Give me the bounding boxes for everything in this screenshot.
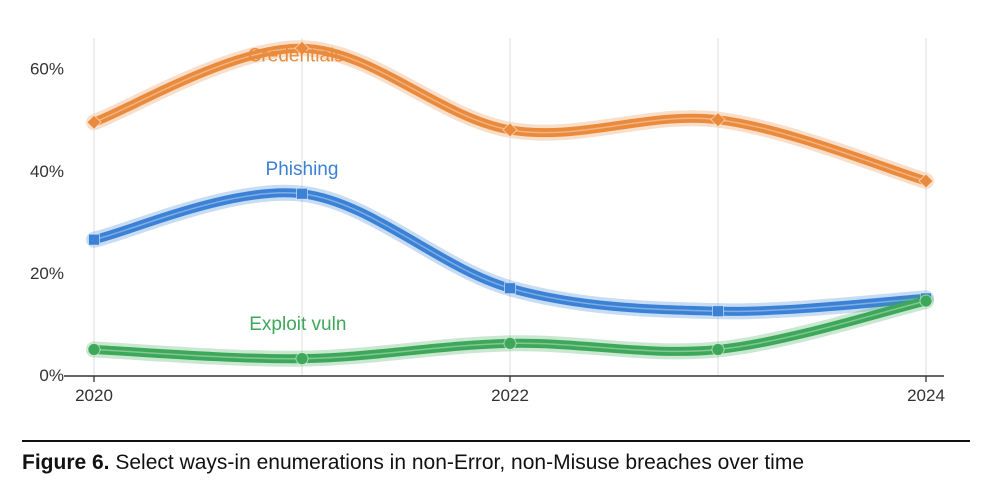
- series-label-credentials: Credentials: [248, 45, 344, 66]
- data-point-exploit-vuln-2020: [87, 342, 101, 356]
- data-point-phishing-2021: [296, 187, 308, 200]
- figure-caption-text: Select ways-in enumerations in non-Error…: [109, 451, 805, 474]
- y-tick-label: 20%: [30, 264, 64, 283]
- data-point-credentials-2021: [294, 40, 310, 56]
- data-point-phishing-2022: [504, 282, 516, 295]
- data-point-credentials-2020: [86, 114, 102, 130]
- data-point-credentials-2022: [502, 122, 518, 138]
- x-tick-label: 2024: [907, 386, 945, 405]
- line-chart: 0% 20% 40% 60% 2020 2022 2024 Credentials Phis…: [30, 38, 945, 405]
- y-tick-label: 40%: [30, 162, 64, 181]
- data-point-phishing-2020: [88, 233, 100, 246]
- series-layer: [86, 40, 934, 367]
- y-tick-label: 0%: [39, 366, 64, 385]
- caption-rule: [22, 440, 970, 442]
- figure-caption-label: Figure 6.: [22, 451, 110, 474]
- data-point-exploit-vuln-2021: [295, 352, 309, 366]
- data-point-credentials-2024: [918, 173, 934, 189]
- x-tick-label: 2022: [491, 386, 529, 405]
- data-point-exploit-vuln-2023: [711, 342, 725, 356]
- x-axis-ticks: 2020 2022 2024: [75, 376, 945, 405]
- y-tick-label: 60%: [30, 60, 64, 79]
- data-point-exploit-vuln-2024: [919, 294, 933, 308]
- series-labels: Credentials Phishing Exploit vuln: [248, 45, 347, 335]
- series-label-exploit-vuln: Exploit vuln: [249, 314, 346, 335]
- data-point-credentials-2023: [710, 111, 726, 128]
- data-point-phishing-2023: [712, 305, 724, 318]
- y-axis-ticks: 0% 20% 40% 60%: [30, 60, 64, 385]
- grid-lines: [64, 38, 944, 377]
- series-label-phishing: Phishing: [266, 159, 339, 180]
- data-point-exploit-vuln-2022: [503, 336, 517, 350]
- figure-caption: Figure 6. Select ways-in enumerations in…: [22, 451, 982, 475]
- x-tick-label: 2020: [75, 386, 113, 405]
